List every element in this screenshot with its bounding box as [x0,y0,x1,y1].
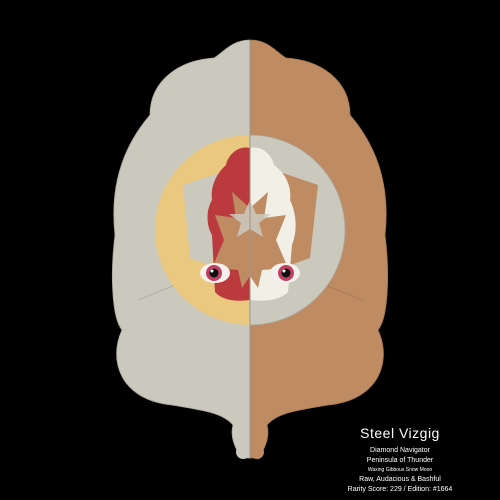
left-eye [200,263,230,283]
creature-name: Steel Vizgig [360,425,440,441]
right-eye [270,263,300,283]
card-caption: Steel Vizgig Diamond Navigator Peninsula… [330,424,470,495]
creature-origin: Peninsula of Thunder [366,457,434,464]
seam-right [324,284,363,301]
creature-traits: Raw, Audacious & Bashful [359,476,441,483]
creature-moon-phase: Waxing Gibbous Snow Moon [367,467,433,473]
tail-blob-right [250,445,264,459]
seam-left [137,284,176,301]
tail-blob-left [236,445,250,459]
creature-rarity: Rarity Score: 229 / Edition: #1664 [347,486,453,493]
creature-class: Diamond Navigator [370,447,430,454]
